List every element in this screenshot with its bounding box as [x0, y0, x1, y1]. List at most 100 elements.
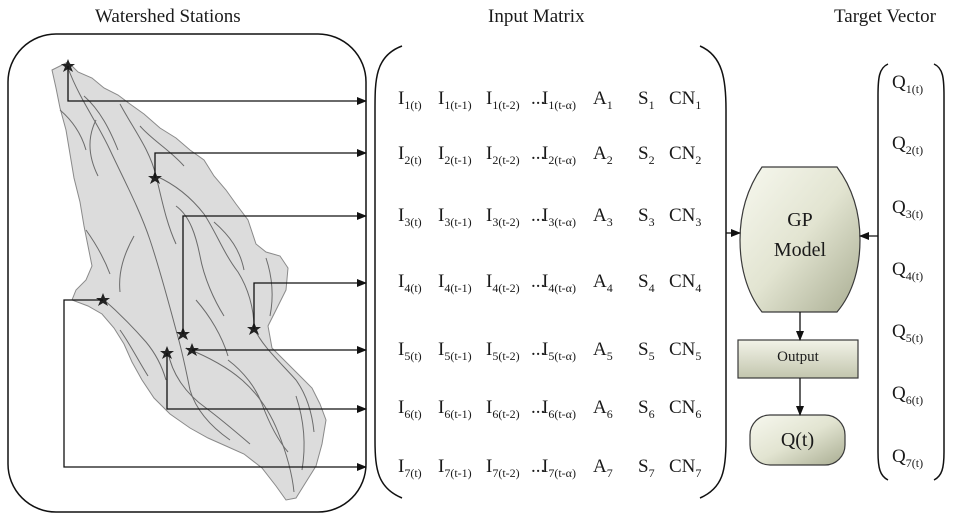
matrix-cell: I7(t-1) [438, 456, 472, 481]
star-icon [61, 59, 75, 72]
matrix-cell-symbol: CN [669, 456, 696, 477]
matrix-cell-symbol: I [438, 205, 445, 226]
vector-left-bracket [877, 63, 889, 481]
matrix-cell: ... [531, 456, 545, 478]
output-label: Output [777, 349, 819, 365]
target-symbol: Q [892, 259, 906, 280]
matrix-cell: I6(t-α) [542, 397, 576, 422]
connector-1 [67, 66, 367, 105]
matrix-cell: I7(t-2) [486, 456, 520, 481]
matrix-cell: CN5 [669, 339, 701, 364]
matrix-left-bracket [374, 45, 403, 499]
connector-4 [253, 279, 367, 329]
station-connectors [63, 66, 367, 471]
river-network [59, 67, 315, 493]
matrix-cell-symbol: A [593, 397, 607, 418]
matrix-cell: S5 [638, 339, 655, 364]
matrix-cell-subscript: 2(t-α) [548, 152, 576, 167]
matrix-cell: I2(t-α) [542, 143, 576, 168]
matrix-cell: I5(t) [398, 339, 422, 364]
matrix-cell-subscript: 3(t-2) [492, 214, 520, 229]
matrix-cell-subscript: 6(t-2) [492, 406, 520, 421]
target-subscript: 4(t) [905, 268, 924, 283]
matrix-cell: CN7 [669, 456, 701, 481]
matrix-cell-subscript: 2 [648, 152, 655, 167]
matrix-cell-symbol: I [486, 456, 493, 477]
matrix-cell: ... [531, 271, 545, 293]
matrix-cell: S6 [638, 397, 655, 422]
target-subscript: 5(t) [905, 330, 924, 345]
matrix-cell-subscript: 4(t-2) [492, 280, 520, 295]
matrix-cell-symbol: ... [531, 205, 546, 226]
matrix-cell-subscript: 3(t) [404, 214, 422, 229]
matrix-cell-symbol: I [438, 143, 445, 164]
matrix-cell-symbol: S [638, 271, 649, 292]
matrix-cell-symbol: ... [531, 397, 546, 418]
matrix-cell: I1(t) [398, 88, 422, 113]
matrix-cell-subscript: 7 [606, 465, 613, 480]
matrix-cell-subscript: 1 [648, 97, 655, 112]
matrix-cell: I6(t-2) [486, 397, 520, 422]
matrix-cell-subscript: 7(t-α) [548, 465, 576, 480]
target-subscript: 1(t) [905, 81, 924, 96]
matrix-cell-subscript: 3 [695, 214, 702, 229]
target-vector-item: Q7(t) [892, 446, 923, 471]
matrix-cell-symbol: I [438, 397, 445, 418]
matrix-cell-symbol: I [542, 339, 549, 360]
matrix-cell-symbol: A [593, 205, 607, 226]
matrix-cell: I1(t-2) [486, 88, 520, 113]
matrix-cell-symbol: CN [669, 205, 696, 226]
matrix-cell-symbol: I [398, 88, 405, 109]
matrix-cell: ... [531, 397, 545, 419]
target-vector-title: Target Vector [834, 6, 936, 27]
matrix-cell-symbol: I [486, 143, 493, 164]
matrix-cell-symbol: I [398, 456, 405, 477]
matrix-cell-symbol: I [398, 205, 405, 226]
matrix-cell-symbol: I [542, 143, 549, 164]
matrix-cell-symbol: I [542, 397, 549, 418]
matrix-cell-subscript: 6(t-α) [548, 406, 576, 421]
matrix-cell-symbol: I [438, 271, 445, 292]
matrix-cell-subscript: 5(t-2) [492, 348, 520, 363]
matrix-cell: CN3 [669, 205, 701, 230]
matrix-cell-subscript: 4 [695, 280, 702, 295]
matrix-cell: I3(t-α) [542, 205, 576, 230]
matrix-cell: A7 [593, 456, 613, 481]
matrix-right-bracket [699, 45, 727, 499]
matrix-cell-symbol: I [542, 271, 549, 292]
connector-6 [166, 353, 367, 413]
matrix-cell-symbol: ... [531, 88, 546, 109]
matrix-cell: I7(t-α) [542, 456, 576, 481]
matrix-cell: I4(t) [398, 271, 422, 296]
matrix-cell-symbol: I [398, 397, 405, 418]
target-subscript: 7(t) [905, 455, 924, 470]
target-symbol: Q [892, 72, 906, 93]
matrix-cell-symbol: I [438, 339, 445, 360]
matrix-cell-symbol: I [438, 88, 445, 109]
matrix-cell-symbol: S [638, 339, 649, 360]
matrix-cell: A2 [593, 143, 613, 168]
matrix-cell: I6(t-1) [438, 397, 472, 422]
matrix-cell: I2(t-2) [486, 143, 520, 168]
matrix-cell: ... [531, 143, 545, 165]
target-vector-item: Q2(t) [892, 133, 923, 158]
matrix-cell-subscript: 2(t) [404, 152, 422, 167]
matrix-cell: I7(t) [398, 456, 422, 481]
matrix-cell: I6(t) [398, 397, 422, 422]
matrix-cell: CN6 [669, 397, 701, 422]
watershed-stations-title: Watershed Stations [95, 6, 241, 27]
matrix-cell: I3(t) [398, 205, 422, 230]
matrix-cell-subscript: 6 [606, 406, 613, 421]
matrix-cell-symbol: A [593, 143, 607, 164]
watershed-frame [7, 33, 367, 513]
matrix-cell-subscript: 5(t-α) [548, 348, 576, 363]
matrix-cell-symbol: I [486, 205, 493, 226]
matrix-cell-subscript: 2 [695, 152, 702, 167]
target-vector-item: Q6(t) [892, 383, 923, 408]
matrix-cell-symbol: ... [531, 143, 546, 164]
matrix-cell-subscript: 5(t) [404, 348, 422, 363]
target-vector-item: Q5(t) [892, 321, 923, 346]
matrix-cell-symbol: CN [669, 271, 696, 292]
matrix-cell-subscript: 6(t) [404, 406, 422, 421]
target-subscript: 3(t) [905, 206, 924, 221]
